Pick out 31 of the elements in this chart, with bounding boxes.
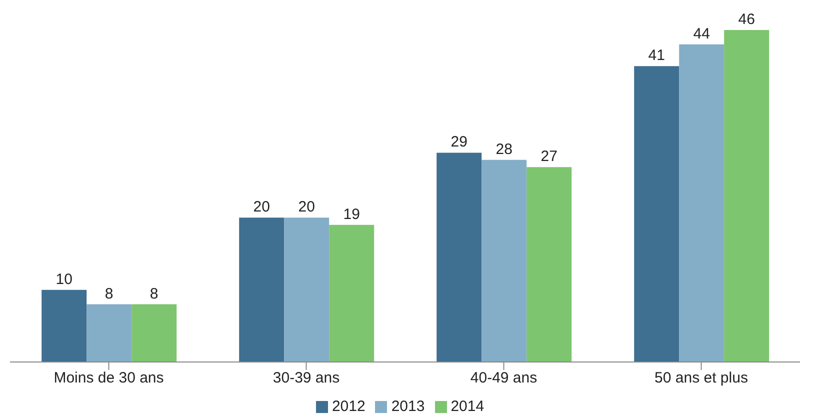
data-label: 20 xyxy=(253,198,270,216)
data-label: 20 xyxy=(298,198,315,216)
bar xyxy=(634,66,680,362)
data-label: 27 xyxy=(540,148,558,166)
bar xyxy=(132,304,177,362)
legend-label: 2014 xyxy=(450,398,484,415)
data-label: 46 xyxy=(738,11,755,28)
data-label: 29 xyxy=(450,134,468,151)
data-label: 28 xyxy=(496,140,512,158)
bar xyxy=(482,160,527,362)
data-label: 41 xyxy=(648,47,665,64)
data-label: 44 xyxy=(693,25,710,42)
legend-label: 2013 xyxy=(391,398,425,415)
bar xyxy=(86,304,132,362)
bar xyxy=(42,290,87,362)
bar xyxy=(239,218,284,362)
bar xyxy=(724,30,770,362)
data-label: 10 xyxy=(56,270,72,288)
bar xyxy=(329,224,374,362)
bar xyxy=(436,152,482,362)
x-tick-label: 40-49 ans xyxy=(470,370,538,387)
data-label: 8 xyxy=(104,285,114,302)
legend-label: 2012 xyxy=(332,398,366,415)
bar xyxy=(526,167,572,362)
x-tick-label: Moins de 30 ans xyxy=(54,370,164,387)
x-tick-label: 50 ans et plus xyxy=(654,370,748,387)
bar xyxy=(679,44,724,362)
data-label: 19 xyxy=(343,206,360,223)
data-label: 8 xyxy=(150,285,158,302)
bar xyxy=(284,218,330,362)
x-tick-label: 30-39 ans xyxy=(272,370,340,387)
